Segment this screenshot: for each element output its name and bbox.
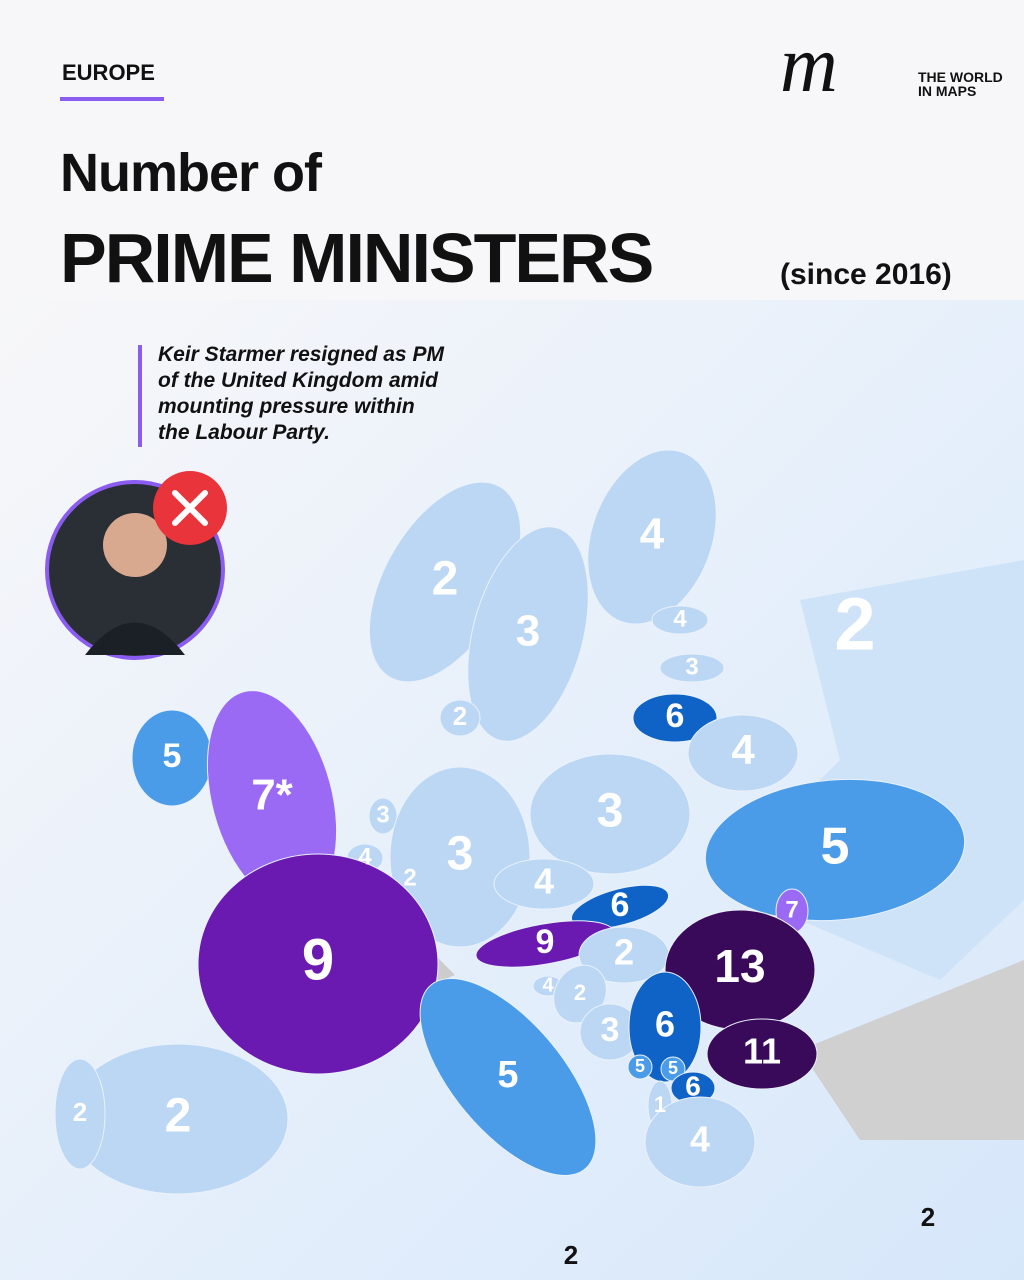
country	[493, 858, 595, 910]
cross-icon	[172, 490, 208, 526]
country	[628, 971, 702, 1083]
annotation-bar	[138, 345, 142, 447]
country-value: 2	[73, 1097, 87, 1127]
portrait-suit	[85, 622, 185, 655]
country-value: 13	[714, 940, 765, 992]
country	[627, 1054, 653, 1080]
country-value: 5	[668, 1058, 678, 1078]
country-value: 3	[516, 607, 540, 656]
country-value: 2	[403, 864, 416, 891]
country-value: 5	[497, 1054, 518, 1096]
country-value: 7	[785, 896, 798, 923]
country-value: 6	[666, 697, 685, 735]
country-value: 2	[614, 932, 634, 973]
country-value: 6	[655, 1004, 675, 1045]
country	[659, 653, 725, 683]
country-value: 2	[432, 553, 459, 606]
country	[706, 1018, 818, 1090]
country-value: 4	[542, 974, 554, 996]
brand-line: IN MAPS	[918, 83, 977, 99]
annotation-line: the Labour Party.	[158, 421, 330, 444]
country-value: 4	[640, 510, 665, 559]
country-value: 7*	[251, 771, 293, 820]
country-value: 4	[673, 605, 687, 632]
country	[587, 449, 717, 625]
country	[704, 778, 966, 922]
country	[644, 1096, 756, 1188]
country	[197, 853, 439, 1075]
title-line2: PRIME MINISTERS	[60, 219, 654, 297]
country	[389, 766, 531, 948]
country-value: 3	[376, 801, 389, 828]
country-value: 9	[302, 927, 334, 992]
country-value: 2	[564, 1240, 578, 1270]
annotation-line: mounting pressure within	[158, 395, 415, 418]
country-value: 4	[731, 726, 755, 773]
country-value: 6	[611, 886, 630, 924]
brand-line: THE WORLD	[918, 69, 1003, 85]
country-value: 4	[534, 861, 554, 902]
logo-mark: m	[780, 21, 838, 109]
country-value: 9	[536, 923, 555, 961]
country	[687, 714, 799, 792]
turkey-land	[800, 960, 1024, 1140]
country-value: 4	[358, 843, 372, 870]
country-value: 2	[165, 1090, 192, 1143]
country	[632, 693, 718, 743]
country-value: 5	[635, 1056, 645, 1076]
country	[467, 526, 589, 742]
country-value: 6	[685, 1070, 701, 1101]
section-label: EUROPE	[62, 60, 155, 85]
country	[570, 884, 670, 930]
section-underline	[60, 97, 164, 101]
logo-brand: THE WORLD IN MAPS	[918, 70, 1003, 98]
country-value: 1	[654, 1092, 666, 1117]
country-value: 3	[601, 1011, 620, 1049]
country	[529, 753, 691, 875]
title-line1: Number of	[60, 143, 322, 203]
country-value: 2	[574, 980, 586, 1005]
country-value: 5	[821, 818, 850, 876]
country	[439, 699, 481, 737]
country-value: 2	[921, 1202, 935, 1232]
annotation: Keir Starmer resigned as PM of the United…	[158, 342, 444, 446]
country-value: 2	[834, 583, 875, 666]
country-value: 5	[163, 737, 182, 775]
country	[651, 605, 709, 635]
country-value: 11	[743, 1031, 781, 1072]
country-value: 3	[447, 828, 474, 881]
country-value: 3	[597, 785, 624, 838]
country-value: 4	[690, 1119, 710, 1160]
portrait-face	[103, 513, 167, 577]
country-value: 2	[453, 701, 467, 731]
country-value: 3	[685, 653, 698, 680]
country	[419, 978, 597, 1176]
country	[54, 1058, 106, 1170]
title-note: (since 2016)	[780, 258, 952, 291]
annotation-line: Keir Starmer resigned as PM	[158, 343, 444, 366]
annotation-line: of the United Kingdom amid	[158, 369, 438, 392]
